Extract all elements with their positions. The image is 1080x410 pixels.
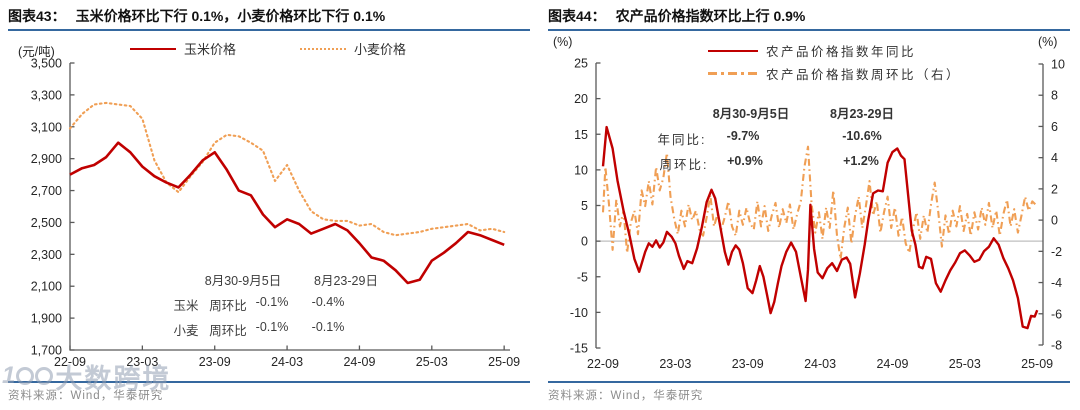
source-rule (8, 381, 530, 383)
svg-text:25-09: 25-09 (488, 355, 520, 369)
agri-index-plot: -15 -10 -5 0 5 10 15 20 25 -8 -6 -4 -2 0 2 4 6 8 10 22-09 23… (570, 57, 1065, 372)
legend-corn-label: 玉米价格 (184, 42, 237, 57)
wow-line (601, 145, 1038, 261)
svg-text:25: 25 (574, 57, 588, 71)
yoy-line-swatch (708, 49, 758, 52)
chart43-title: 图表43： 玉米价格环比下行 0.1%，小麦价格环比下行 0.1% (8, 6, 530, 26)
svg-text:22-09: 22-09 (54, 355, 86, 369)
svg-text:-10: -10 (570, 306, 588, 320)
chart43-title-text: 玉米价格环比下行 0.1%，小麦价格环比下行 0.1% (75, 8, 386, 24)
svg-text:-6: -6 (1051, 307, 1062, 321)
svg-text:3,500: 3,500 (31, 57, 62, 71)
svg-text:23-03: 23-03 (659, 357, 691, 371)
agri-index-chart: -15 -10 -5 0 5 10 15 20 25 -8 -6 -4 -2 0 2 4 6 8 10 22-09 23… (548, 33, 1070, 381)
corn-wheat-chart: 1,700 1,900 2,100 2,300 2,500 2,700 2,900 3,100… (8, 33, 530, 381)
svg-text:2,700: 2,700 (31, 184, 62, 198)
legend-wow-label: 农产品价格指数周环比（右） (766, 68, 962, 82)
svg-text:4: 4 (1051, 151, 1058, 165)
svg-text:2,900: 2,900 (31, 152, 62, 166)
svg-text:15: 15 (574, 128, 588, 142)
chart44-title-text: 农产品价格指数环比上行 0.9% (615, 8, 806, 24)
title-rule (548, 29, 1070, 31)
svg-text:10: 10 (1051, 58, 1065, 72)
svg-text:24-03: 24-03 (804, 357, 836, 371)
svg-text:2: 2 (1051, 182, 1058, 196)
svg-text:3,100: 3,100 (31, 120, 62, 134)
chart43-title-prefix: 图表43： (8, 8, 66, 24)
svg-text:-2: -2 (1051, 245, 1062, 259)
corn-price-line (69, 141, 505, 285)
svg-text:5: 5 (581, 199, 588, 213)
legend-wheat: 小麦价格 (300, 39, 406, 58)
legend-yoy: 农产品价格指数年同比 (708, 41, 916, 60)
svg-text:22-09: 22-09 (587, 357, 619, 371)
svg-text:-15: -15 (570, 342, 588, 356)
wow-line-swatch (708, 72, 758, 75)
svg-text:-4: -4 (1051, 276, 1062, 290)
yoy-line (601, 125, 1039, 330)
chart44-title: 图表44： 农产品价格指数环比上行 0.9% (548, 6, 1070, 26)
svg-text:6: 6 (1051, 120, 1058, 134)
legend-wheat-label: 小麦价格 (354, 42, 407, 57)
legend-yoy-label: 农产品价格指数年同比 (766, 45, 917, 59)
svg-text:2,100: 2,100 (31, 280, 62, 294)
wheat-line-swatch (300, 47, 346, 50)
svg-text:24-09: 24-09 (876, 357, 908, 371)
svg-text:23-09: 23-09 (199, 355, 231, 369)
source-rule (548, 381, 1070, 383)
axes (69, 63, 510, 351)
svg-text:20: 20 (574, 92, 588, 106)
svg-text:25-03: 25-03 (416, 355, 448, 369)
svg-text:24-09: 24-09 (343, 355, 375, 369)
svg-text:1,900: 1,900 (31, 312, 62, 326)
svg-text:8: 8 (1051, 89, 1058, 103)
panel-corn-wheat: 图表43： 玉米价格环比下行 0.1%，小麦价格环比下行 0.1% 1,700 1,… (8, 6, 530, 402)
svg-text:-5: -5 (577, 270, 588, 284)
svg-text:3,300: 3,300 (31, 88, 62, 102)
svg-text:0: 0 (1051, 214, 1058, 228)
svg-text:24-03: 24-03 (271, 355, 303, 369)
svg-text:23-03: 23-03 (126, 355, 158, 369)
chart44-title-prefix: 图表44： (548, 8, 606, 24)
panel-agri-index: 图表44： 农产品价格指数环比上行 0.9% -15 -10 -5 0 5 10 15 20 25… (540, 0, 1080, 410)
corn-line-swatch (130, 47, 176, 50)
left-axis-unit: (%) (553, 35, 573, 49)
corn-wheat-plot: 1,700 1,900 2,100 2,300 2,500 2,700 2,900 3,100… (31, 57, 520, 370)
y-axis-unit: (元/吨) (18, 45, 55, 59)
svg-text:1,700: 1,700 (31, 344, 62, 358)
svg-text:0: 0 (581, 235, 588, 249)
svg-text:2,300: 2,300 (31, 248, 62, 262)
legend-corn: 玉米价格 (130, 39, 236, 58)
legend-wow: 农产品价格指数周环比（右） (708, 64, 961, 83)
source-note: 资料来源：Wind，华泰研究 (548, 390, 704, 402)
svg-text:25-09: 25-09 (1021, 357, 1053, 371)
right-axis-unit: (%) (1038, 35, 1058, 49)
source-note: 资料来源：Wind，华泰研究 (8, 390, 164, 402)
svg-text:10: 10 (574, 163, 588, 177)
wheat-price-line (68, 101, 506, 237)
svg-text:23-09: 23-09 (732, 357, 764, 371)
svg-text:25-03: 25-03 (949, 357, 981, 371)
svg-text:-8: -8 (1051, 339, 1062, 353)
title-rule (8, 29, 530, 31)
svg-text:2,500: 2,500 (31, 216, 62, 230)
